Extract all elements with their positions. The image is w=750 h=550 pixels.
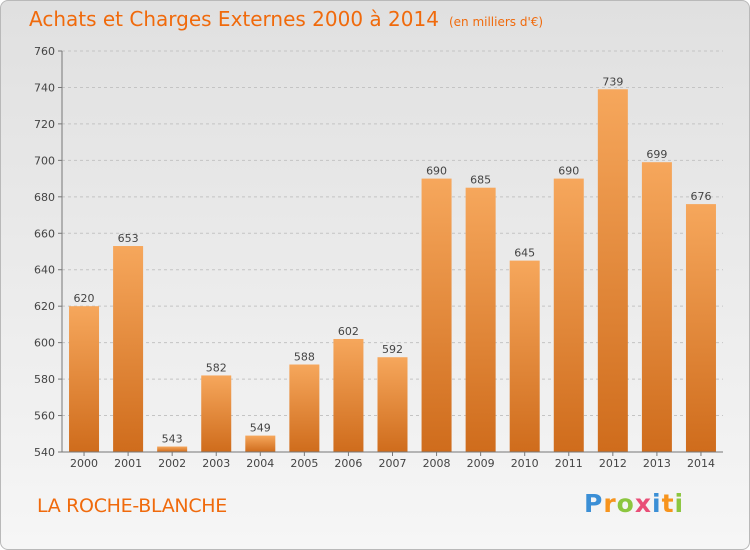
data-label: 543 bbox=[162, 433, 183, 446]
x-tick-label: 2014 bbox=[687, 457, 715, 470]
x-tick-label: 2005 bbox=[290, 457, 318, 470]
chart-unit: (en milliers d'€) bbox=[448, 15, 544, 29]
logo-letter: o bbox=[616, 489, 635, 518]
bar bbox=[201, 375, 232, 452]
logo-letter: t bbox=[661, 489, 675, 518]
data-label: 588 bbox=[294, 351, 315, 364]
x-tick-label: 2007 bbox=[379, 457, 407, 470]
data-label: 620 bbox=[74, 292, 95, 305]
commune-name: LA ROCHE-BLANCHE bbox=[37, 495, 227, 517]
bar bbox=[113, 246, 144, 452]
y-tick-label: 680 bbox=[34, 191, 55, 204]
y-tick-label: 560 bbox=[34, 410, 55, 423]
chart-title: Achats et Charges Externes 2000 à 2014 (e… bbox=[29, 7, 543, 31]
y-tick-label: 600 bbox=[34, 337, 55, 350]
axes: 540 560 580 600 620 640 660 680 700 720 740 760 2000… bbox=[34, 45, 723, 470]
y-tick-label: 720 bbox=[34, 118, 55, 131]
bar bbox=[465, 187, 496, 453]
data-label: 653 bbox=[118, 232, 139, 245]
data-label: 690 bbox=[558, 165, 579, 178]
bar bbox=[509, 260, 540, 452]
bar bbox=[289, 364, 320, 452]
bar bbox=[421, 178, 452, 452]
x-tick-label: 2006 bbox=[334, 457, 362, 470]
data-label: 582 bbox=[206, 361, 227, 374]
x-tick-label: 2002 bbox=[158, 457, 186, 470]
data-label: 676 bbox=[690, 190, 711, 203]
x-tick-label: 2013 bbox=[643, 457, 671, 470]
y-tick-label: 760 bbox=[34, 45, 55, 58]
y-tick-label: 620 bbox=[34, 300, 55, 313]
logo-letter: P bbox=[584, 489, 604, 518]
data-label: 699 bbox=[646, 148, 667, 161]
bars: 620 653 543 582 549 588 602 592 690 685 645 690 739 6… bbox=[69, 75, 716, 453]
x-tick-label: 2001 bbox=[114, 457, 142, 470]
bar bbox=[245, 435, 276, 452]
bar bbox=[333, 338, 364, 452]
x-tick-label: 2011 bbox=[555, 457, 583, 470]
y-tick-label: 660 bbox=[34, 227, 55, 240]
data-label: 549 bbox=[250, 422, 271, 435]
data-label: 645 bbox=[514, 247, 535, 260]
logo-letter: i bbox=[652, 489, 662, 518]
bar bbox=[597, 89, 628, 452]
x-tick-label: 2004 bbox=[246, 457, 274, 470]
chart-title-text: Achats et Charges Externes 2000 à 2014 bbox=[29, 7, 439, 31]
bar bbox=[377, 357, 408, 452]
data-label: 602 bbox=[338, 325, 359, 338]
bar bbox=[157, 446, 188, 452]
y-tick-label: 700 bbox=[34, 154, 55, 167]
data-label: 685 bbox=[470, 174, 491, 187]
x-tick-label: 2000 bbox=[70, 457, 98, 470]
y-tick-label: 580 bbox=[34, 373, 55, 386]
data-label: 690 bbox=[426, 165, 447, 178]
data-label: 739 bbox=[602, 75, 623, 88]
x-tick-label: 2003 bbox=[202, 457, 230, 470]
x-tick-label: 2009 bbox=[467, 457, 495, 470]
bar bbox=[685, 204, 716, 452]
y-tick-label: 640 bbox=[34, 264, 55, 277]
data-label: 592 bbox=[382, 343, 403, 356]
x-tick-label: 2008 bbox=[423, 457, 451, 470]
logo-letter: r bbox=[603, 489, 617, 518]
x-tick-label: 2012 bbox=[599, 457, 627, 470]
bar bbox=[641, 162, 672, 452]
bar bbox=[553, 178, 584, 452]
bar-chart: 620 653 543 582 549 588 602 592 690 685 645 690 739 6… bbox=[34, 45, 723, 470]
logo-letter: x bbox=[634, 489, 652, 518]
logo-letter: i bbox=[674, 489, 685, 518]
proxiti-logo: Proxiti bbox=[584, 489, 684, 518]
x-tick-label: 2010 bbox=[511, 457, 539, 470]
bar bbox=[69, 306, 100, 452]
y-tick-label: 740 bbox=[34, 81, 55, 94]
y-tick-label: 540 bbox=[34, 446, 55, 459]
